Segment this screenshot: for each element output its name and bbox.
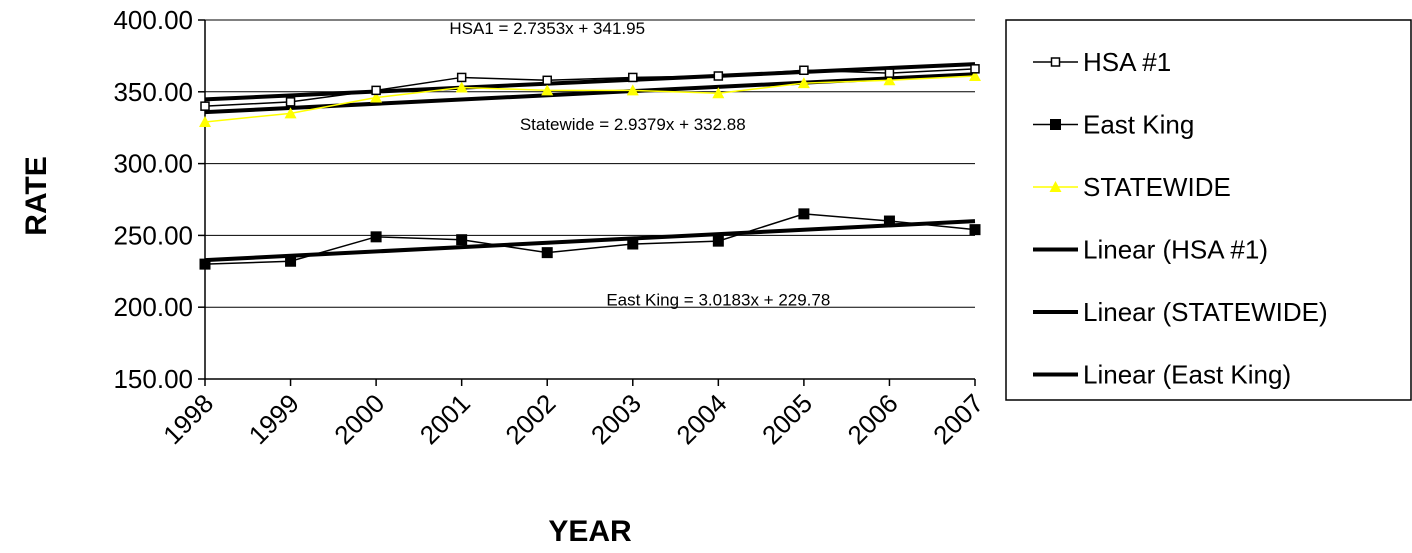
- data-point: [456, 72, 467, 83]
- x-tick-label: 1998: [157, 388, 219, 450]
- data-point: [541, 84, 554, 96]
- series-line: [204, 75, 976, 123]
- data-point: [1050, 119, 1061, 130]
- x-tick-label: 2001: [414, 388, 476, 450]
- data-point: [799, 65, 809, 76]
- y-tick-label: 400.00: [113, 5, 193, 35]
- gridlines: [205, 19, 975, 308]
- data-point: [712, 87, 725, 99]
- y-tick-label: 250.00: [113, 220, 193, 250]
- data-point: [883, 74, 896, 86]
- data-point: [456, 234, 468, 246]
- series-line: [204, 68, 976, 107]
- data-point: [371, 85, 381, 96]
- y-tick-label: 200.00: [113, 292, 193, 322]
- axes: [198, 19, 976, 386]
- data-point: [284, 107, 297, 119]
- trend-lines: [204, 62, 976, 263]
- legend: HSA #1 East King STATEWIDE Linear (HSA #1) L…: [1005, 19, 1412, 401]
- legend-label: East King: [1083, 110, 1194, 140]
- x-tick-label: 2002: [499, 388, 561, 450]
- legend-label: STATEWIDE: [1083, 172, 1231, 202]
- data-point: [713, 71, 724, 81]
- x-axis-title: YEAR: [548, 515, 632, 548]
- data-point: [455, 81, 468, 93]
- x-tick-label: 2007: [927, 388, 989, 450]
- x-tick-label: 1999: [243, 388, 305, 450]
- x-tick-label: 2000: [328, 388, 390, 450]
- data-point: [199, 115, 211, 127]
- data-point: [541, 247, 553, 259]
- legend-label: Linear (HSA #1): [1083, 235, 1268, 265]
- data-point: [370, 231, 382, 243]
- y-tick-label: 350.00: [113, 77, 193, 107]
- trend-equation-label: Statewide = 2.9379x + 332.88: [520, 115, 746, 134]
- data-point: [628, 72, 638, 83]
- trend-equation-label: HSA1 = 2.7353x + 341.95: [449, 19, 645, 38]
- data-point: [370, 91, 383, 103]
- data-point: [797, 77, 810, 89]
- trend-line: [204, 219, 976, 263]
- data-point: [712, 235, 724, 247]
- data-point: [884, 68, 895, 78]
- data-point: [969, 224, 981, 236]
- x-tick-label: 2004: [670, 388, 732, 450]
- data-point: [200, 101, 210, 111]
- y-axis-title: RATE: [20, 156, 53, 235]
- legend-box: [1005, 19, 1412, 401]
- x-tick-label: 2006: [842, 388, 904, 450]
- x-tick-labels: 1998 1999 2000 2001 2002 2003 2004 2005 2006 2007: [157, 388, 989, 450]
- legend-label: Linear (East King): [1083, 360, 1291, 390]
- y-tick-label: 300.00: [113, 149, 193, 179]
- data-point: [1050, 57, 1061, 67]
- data-point: [542, 75, 552, 86]
- series-line: [204, 213, 976, 265]
- data-point: [626, 84, 639, 96]
- y-tick-labels: 150.00 200.00 250.00 300.00 350.00 400.00: [113, 5, 193, 394]
- legend-label: Linear (STATEWIDE): [1083, 297, 1328, 327]
- data-point: [627, 238, 639, 250]
- data-point: [1049, 181, 1062, 192]
- x-tick-label: 2005: [756, 388, 818, 450]
- data-point: [798, 208, 810, 220]
- data-series: [199, 64, 981, 270]
- data-point: [970, 64, 980, 74]
- data-point: [969, 70, 981, 82]
- trend-line: [204, 62, 976, 102]
- legend-label: HSA #1: [1083, 47, 1171, 77]
- trend-equations: HSA1 = 2.7353x + 341.95 Statewide = 2.937…: [449, 19, 830, 309]
- data-point: [285, 97, 296, 107]
- data-point: [285, 255, 297, 267]
- y-tick-label: 150.00: [113, 364, 193, 394]
- trend-equation-label: East King = 3.0183x + 229.78: [606, 290, 830, 309]
- data-point: [199, 258, 211, 270]
- x-tick-label: 2003: [585, 388, 647, 450]
- data-point: [883, 215, 895, 227]
